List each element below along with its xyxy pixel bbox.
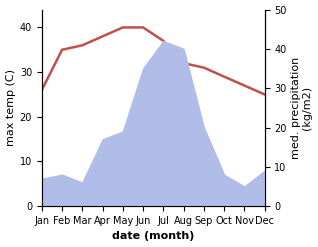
Y-axis label: max temp (C): max temp (C) bbox=[5, 69, 16, 146]
X-axis label: date (month): date (month) bbox=[112, 231, 194, 242]
Y-axis label: med. precipitation
(kg/m2): med. precipitation (kg/m2) bbox=[291, 57, 313, 159]
